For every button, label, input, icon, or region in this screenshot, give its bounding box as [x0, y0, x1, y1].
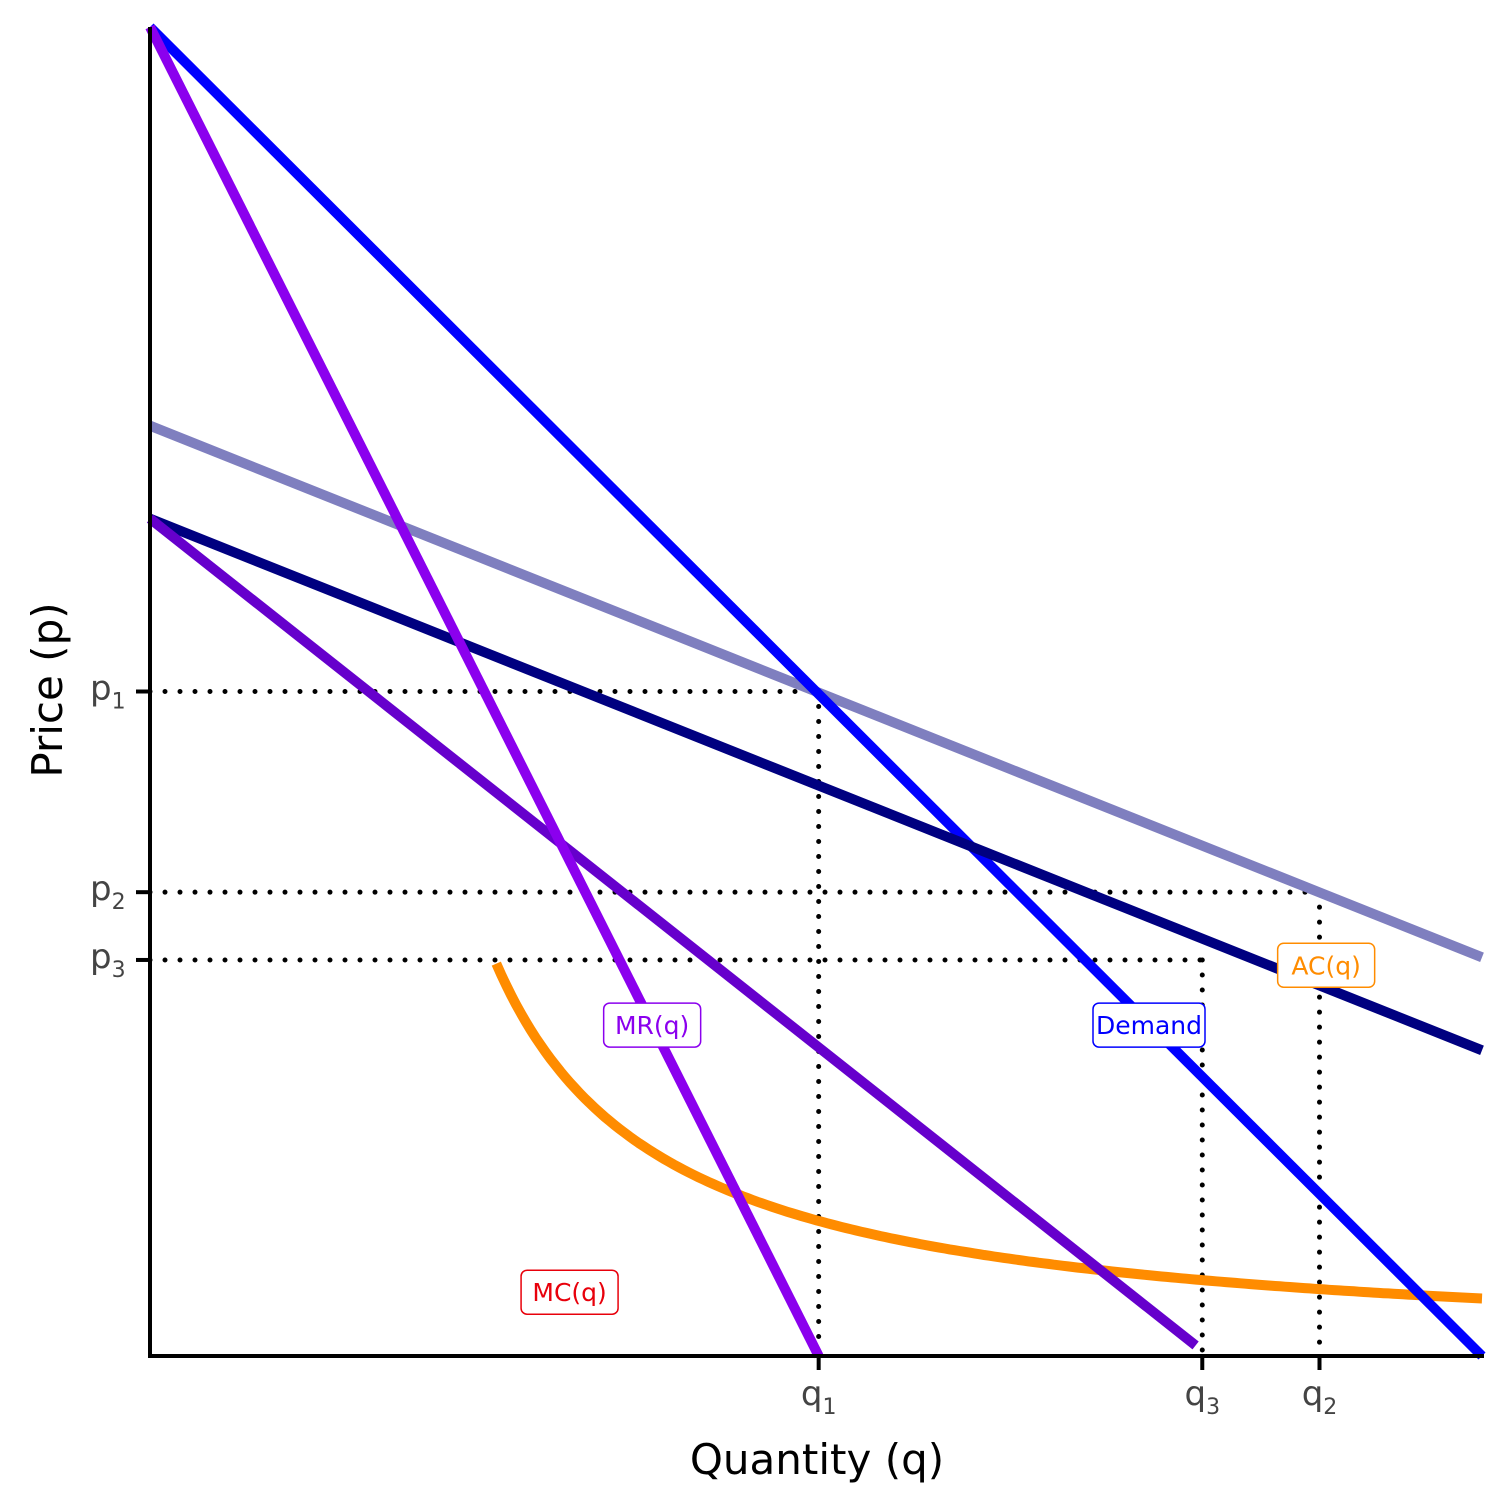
- x-tick-label-1: q3: [1184, 1374, 1220, 1420]
- label-text: AC(q): [1291, 951, 1361, 980]
- y-tick-label-0: p1: [90, 669, 126, 715]
- label-mr-q: MR(q): [602, 1002, 702, 1048]
- y-tick-label-1: p2: [90, 869, 126, 915]
- label-text: MC(q): [532, 1278, 606, 1307]
- y-axis-title: Price (p): [23, 602, 72, 777]
- x-tick-label-0: q1: [801, 1374, 837, 1420]
- x-axis-title: Quantity (q): [690, 1435, 944, 1484]
- label-box: [520, 1269, 619, 1315]
- series-line-3: [148, 514, 1484, 1055]
- label-text: Demand: [1096, 1011, 1202, 1040]
- y-tick-label-2: p3: [90, 937, 126, 983]
- series-mr-q: [145, 24, 824, 1359]
- series-line-4: [146, 514, 1199, 1350]
- x-tick-label-2: q2: [1302, 1374, 1338, 1420]
- label-demand: Demand: [1092, 1002, 1206, 1048]
- series-demand: [146, 23, 1486, 1360]
- label-box: [1092, 1002, 1206, 1048]
- label-ac-q: AC(q): [1276, 942, 1376, 989]
- series-ac-q: [491, 961, 1483, 1304]
- label-text: MR(q): [615, 1011, 689, 1040]
- label-box: [1276, 942, 1376, 989]
- label-box: [602, 1002, 702, 1048]
- curve-labels: MR(q) Demand AC(q) MC(q): [520, 942, 1376, 1315]
- series-lines: [145, 23, 1486, 1360]
- label-mc-q: MC(q): [520, 1269, 619, 1315]
